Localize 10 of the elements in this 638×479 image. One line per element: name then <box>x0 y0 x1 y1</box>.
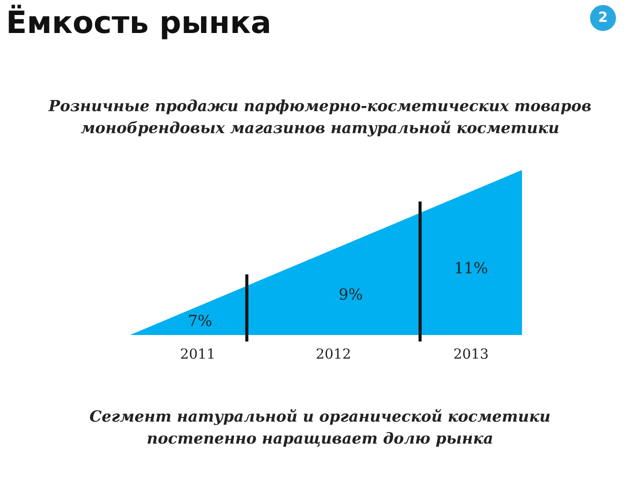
data-label: 7% <box>189 314 212 326</box>
text: Ёмкость рынка <box>8 4 269 40</box>
data-label: 9% <box>340 288 362 300</box>
category-label: 2011 <box>181 348 214 359</box>
category-label: 2012 <box>316 348 350 359</box>
text: 2 <box>599 12 607 22</box>
data-label: 11% <box>456 262 488 274</box>
text: Сегмент натуральной и органической косметики постепенно наращивает долю рынка <box>90 409 550 447</box>
text: Розничные продажи парфюмерно-косметических товаров монобрендовых магазинов натуральной косметики <box>48 100 591 136</box>
category-label: 2013 <box>454 348 488 359</box>
